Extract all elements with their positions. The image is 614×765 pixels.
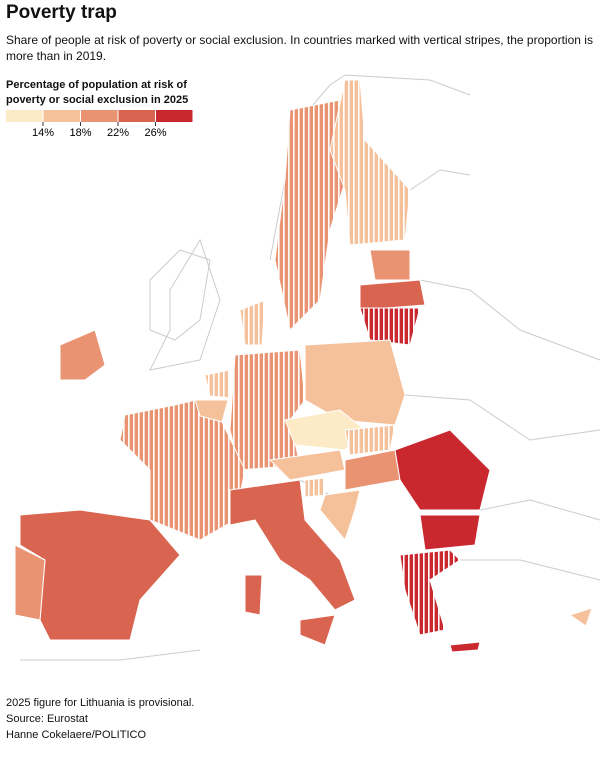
country [369,249,411,281]
footnote: 2025 figure for Lithuania is provisional… [6,697,195,709]
subtitle: Share of people at risk of poverty or so… [6,33,593,63]
country [568,607,593,627]
legend-swatch [6,110,43,122]
country [319,489,361,542]
legend-tick-label: 18% [69,127,91,139]
legend-tick-label: 14% [32,127,54,139]
country [14,544,46,621]
credit: Hanne Cokelaere/POLITICO [6,729,147,741]
country [419,514,481,551]
countries [14,79,593,653]
legend-tick-label: 26% [144,127,166,139]
legend: 14% 18% 22% 26% [6,110,193,139]
legend-tick-label: 22% [107,127,129,139]
country [304,339,406,426]
country [244,574,263,616]
country [394,429,491,511]
title: Poverty trap [6,2,117,23]
country [449,641,481,653]
source: Source: Eurostat [6,713,88,725]
legend-swatch [156,110,193,122]
country [229,479,356,611]
country [359,279,426,311]
country [59,329,106,381]
country [299,614,336,646]
country [344,449,401,491]
legend-title: Percentage of population at risk of pove… [6,79,189,106]
legend-swatch [81,110,118,122]
legend-swatch [118,110,155,122]
country [19,509,181,641]
legend-swatch [43,110,80,122]
